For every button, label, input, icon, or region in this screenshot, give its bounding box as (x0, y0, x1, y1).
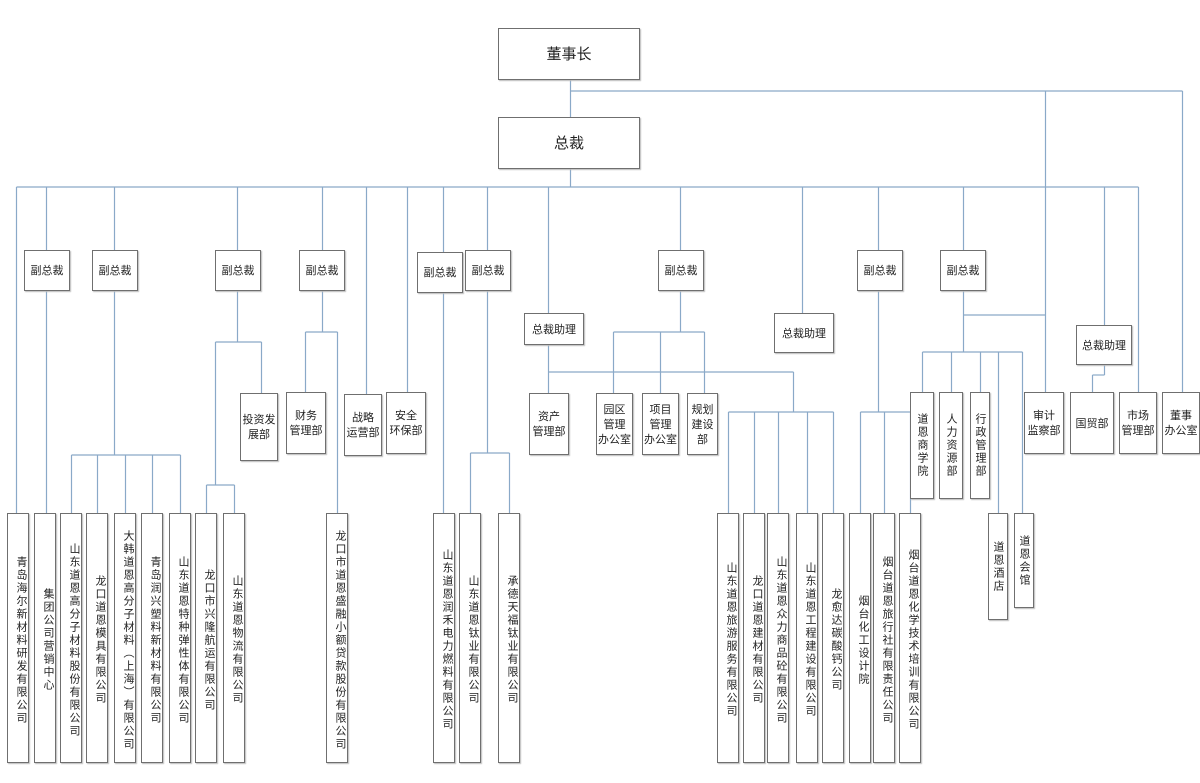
president-box: 总裁 (498, 117, 640, 169)
company-box: 山东道恩钛业有限公司 (459, 513, 481, 763)
company-box: 龙愈达碳酸钙公司 (822, 513, 844, 763)
vp-box: 副总裁 (465, 250, 511, 291)
chairman-box: 董事长 (498, 28, 640, 80)
company-box: 青岛海尔新材料研发有限公司 (7, 513, 29, 763)
department-box: 人力资源部 (939, 392, 963, 499)
vp-box: 副总裁 (417, 252, 463, 293)
company-box: 山东道恩润禾电力燃料有限公司 (433, 513, 455, 763)
assistant-box: 总裁助理 (1076, 325, 1132, 365)
vp-box: 副总裁 (92, 250, 138, 291)
vp-box: 副总裁 (24, 250, 70, 291)
department-box: 市场 管理部 (1119, 392, 1157, 454)
department-box: 项目 管理 办公室 (642, 393, 679, 455)
company-box: 烟台化工设计院 (849, 513, 871, 763)
department-box: 行政管理部 (970, 392, 990, 499)
department-box: 董事 办公室 (1162, 392, 1200, 454)
company-box: 龙口道恩模具有限公司 (86, 513, 108, 763)
company-box: 烟台道恩化学技术培训有限公司 (899, 513, 921, 763)
department-box: 安全 环保部 (386, 392, 426, 454)
company-box: 集团公司营销中心 (34, 513, 56, 763)
company-box: 山东道恩旅游服务有限公司 (717, 513, 739, 763)
department-box: 资产 管理部 (529, 393, 569, 455)
department-box: 规划 建设 部 (687, 393, 718, 455)
company-box: 山东道恩工程建设有限公司 (796, 513, 818, 763)
company-box: 山东道恩特种弹性体有限公司 (169, 513, 191, 763)
department-box: 财务 管理部 (286, 392, 326, 454)
vp-box: 副总裁 (940, 250, 986, 291)
company-box: 烟台道恩旅行社有限责任公司 (873, 513, 895, 763)
company-box: 山东道恩高分子材料股份有限公司 (60, 513, 82, 763)
company-box: 山东道恩众力商品砼有限公司 (767, 513, 789, 763)
company-box: 大韩道恩高分子材料（上海）有限公司 (114, 513, 136, 763)
department-box: 投资发 展部 (240, 393, 278, 461)
department-box: 道恩酒店 (988, 513, 1008, 620)
vp-box: 副总裁 (299, 250, 345, 291)
department-box: 园区 管理 办公室 (596, 393, 633, 455)
company-box: 龙口市兴隆航运有限公司 (195, 513, 217, 763)
company-box: 龙口市道恩盛融小额贷款股份有限公司 (326, 513, 348, 763)
assistant-box: 总裁助理 (524, 313, 584, 345)
company-box: 青岛润兴塑料新材料有限公司 (141, 513, 163, 763)
vp-box: 副总裁 (215, 250, 261, 291)
department-box: 道恩商学院 (910, 392, 934, 499)
company-box: 龙口道恩建材有限公司 (743, 513, 765, 763)
assistant-box: 总裁助理 (774, 313, 834, 353)
department-box: 审计 监察部 (1024, 392, 1064, 454)
department-box: 战略 运营部 (344, 394, 382, 456)
vp-box: 副总裁 (658, 250, 704, 291)
company-box: 承德天福钛业有限公司 (498, 513, 520, 763)
department-box: 国贸部 (1070, 392, 1114, 454)
company-box: 山东道恩物流有限公司 (223, 513, 245, 763)
vp-box: 副总裁 (857, 250, 903, 291)
department-box: 道恩会馆 (1014, 513, 1034, 608)
